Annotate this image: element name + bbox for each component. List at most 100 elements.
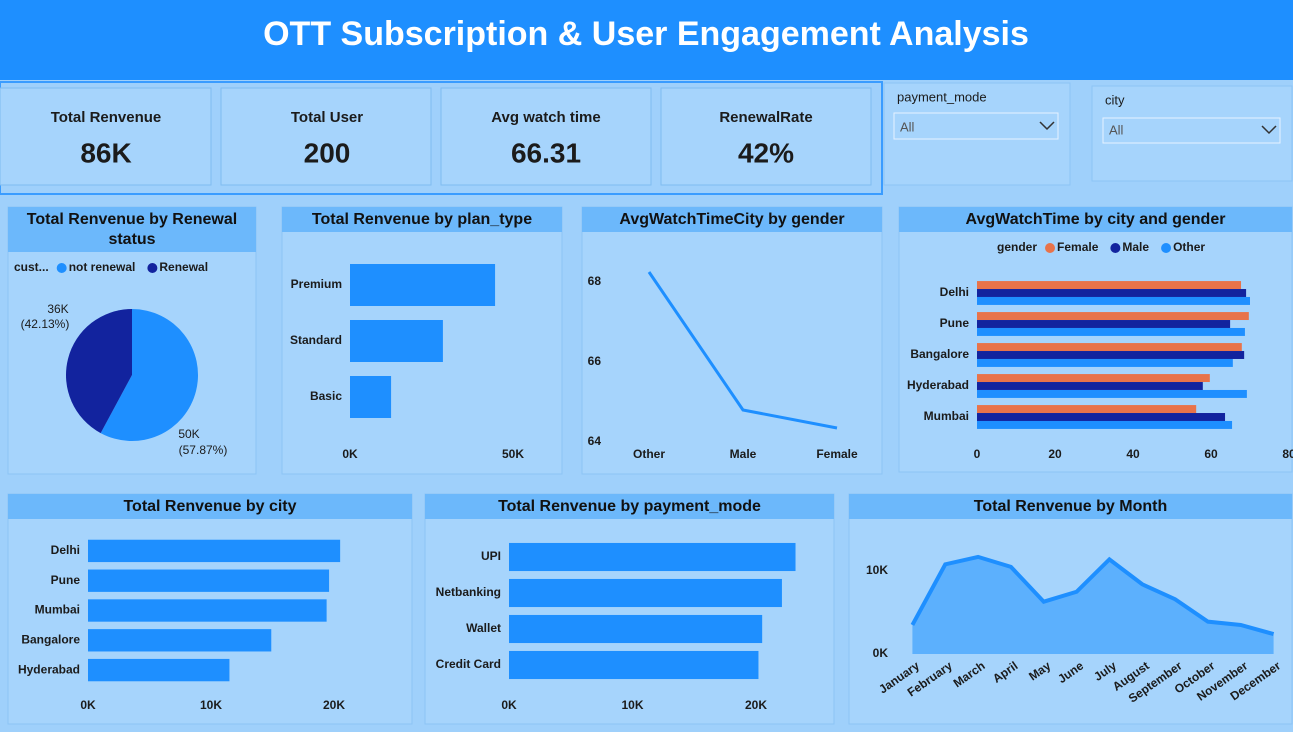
chart-title: Total Renvenue by city (123, 497, 297, 515)
card (660, 87, 872, 186)
card (220, 87, 432, 186)
panel-header (282, 207, 562, 232)
x-tick-label: 20K (323, 698, 345, 712)
chart-title: AvgWatchTimeCity by gender (619, 210, 845, 228)
legend-label: Other (1173, 240, 1205, 254)
bar (88, 629, 272, 652)
x-tick-label: 0 (974, 447, 981, 461)
legend-swatch (1161, 243, 1172, 253)
legend-swatch (1110, 243, 1121, 253)
bar (977, 289, 1247, 297)
y-tick-label: Hyderabad (907, 378, 969, 392)
bar (977, 405, 1197, 414)
y-tick-label: Netbanking (436, 585, 501, 599)
data-label: (42.13%) (21, 317, 70, 331)
y-tick-label: 68 (588, 274, 602, 288)
kpi-label: Total User (291, 109, 363, 126)
kpi-value: 86K (80, 137, 131, 168)
y-tick-label: Wallet (466, 621, 501, 635)
area (912, 556, 1274, 654)
dropdown-box[interactable] (1102, 117, 1281, 144)
panel-header (899, 207, 1292, 232)
bar (977, 358, 1233, 367)
x-tick-label: 0K (501, 698, 517, 712)
line (910, 554, 1275, 637)
y-tick-label: Delhi (51, 543, 80, 557)
dropdown-box[interactable] (893, 112, 1059, 140)
panel-header (8, 207, 256, 252)
bar (88, 658, 230, 682)
dropdown-value: All (900, 119, 915, 134)
bar (509, 614, 763, 644)
bar (977, 420, 1233, 429)
kpi-label: RenewalRate (719, 109, 812, 126)
y-tick-label: Pune (51, 573, 81, 587)
bar (977, 351, 1245, 359)
kpi-card: Total Renvenue 86K (0, 87, 212, 186)
x-tick-label: Other (633, 447, 665, 461)
panel-header (849, 494, 1292, 519)
y-tick-label: Basic (310, 389, 342, 403)
y-tick-label: Premium (291, 277, 342, 291)
bar (977, 312, 1249, 321)
pie-slice (100, 309, 199, 442)
chart-title: Total Renvenue by Renewal status (26, 210, 238, 248)
x-tick-label: Female (816, 447, 858, 461)
dropdown[interactable]: All (1102, 117, 1281, 144)
data-label: (57.87%) (179, 443, 228, 457)
bar (88, 539, 341, 563)
legend-title: cust... (14, 260, 49, 274)
legend-swatch (147, 263, 158, 273)
y-tick-label: 10K (866, 563, 888, 577)
x-tick-label: 0K (80, 698, 96, 712)
x-tick-label: 80 (1282, 447, 1293, 461)
y-tick-label: Mumbai (924, 409, 969, 423)
legend-label: not renewal (69, 260, 136, 274)
panel (581, 206, 883, 475)
y-tick-label: 0K (873, 646, 889, 660)
x-tick-label: 10K (621, 698, 643, 712)
slicer: city All (1091, 85, 1293, 182)
kpi-label: Total Renvenue (51, 109, 162, 126)
slicer: payment_mode All (883, 82, 1071, 186)
x-tick-label: 40 (1126, 447, 1140, 461)
legend-label: Female (1057, 240, 1099, 254)
y-tick-label: Delhi (940, 285, 969, 299)
data-label: 36K (47, 302, 68, 316)
kpi-value: 200 (304, 137, 351, 168)
chart-title: Total Renvenue by payment_mode (498, 497, 761, 515)
legend-label: Renewal (159, 260, 208, 274)
y-tick-label: Standard (290, 333, 342, 347)
x-tick-label: 20K (745, 698, 767, 712)
card (440, 87, 652, 186)
y-tick-label: Mumbai (35, 603, 80, 617)
chart-title: Total Renvenue by plan_type (311, 210, 533, 228)
panel-header (582, 207, 882, 232)
chevron (1039, 121, 1055, 131)
bar (977, 382, 1203, 390)
slicer-label: city (1105, 92, 1125, 107)
y-tick-label: Pune (940, 316, 970, 330)
bar (977, 343, 1242, 352)
kpi-card: Total User 200 (220, 87, 432, 186)
legend-title: gender (997, 240, 1037, 254)
y-tick-label: Credit Card (436, 657, 501, 671)
page-title: OTT Subscription & User Engagement Analy… (263, 15, 1029, 53)
panel (424, 493, 835, 725)
bar (977, 296, 1250, 305)
bar (977, 413, 1226, 421)
panel-header (425, 494, 834, 519)
bar (88, 569, 330, 592)
bar (977, 327, 1245, 336)
kpi-value: 42% (738, 137, 794, 168)
legend-swatch (1045, 243, 1056, 253)
dropdown-value: All (1109, 122, 1124, 137)
slicer-label: payment_mode (897, 89, 987, 104)
chevron (1261, 125, 1277, 135)
x-tick-label: 10K (200, 698, 222, 712)
x-tick-label: 20 (1048, 447, 1062, 461)
dropdown[interactable]: All (893, 112, 1059, 140)
bar (350, 264, 496, 306)
bar (977, 320, 1231, 328)
card (0, 87, 212, 186)
